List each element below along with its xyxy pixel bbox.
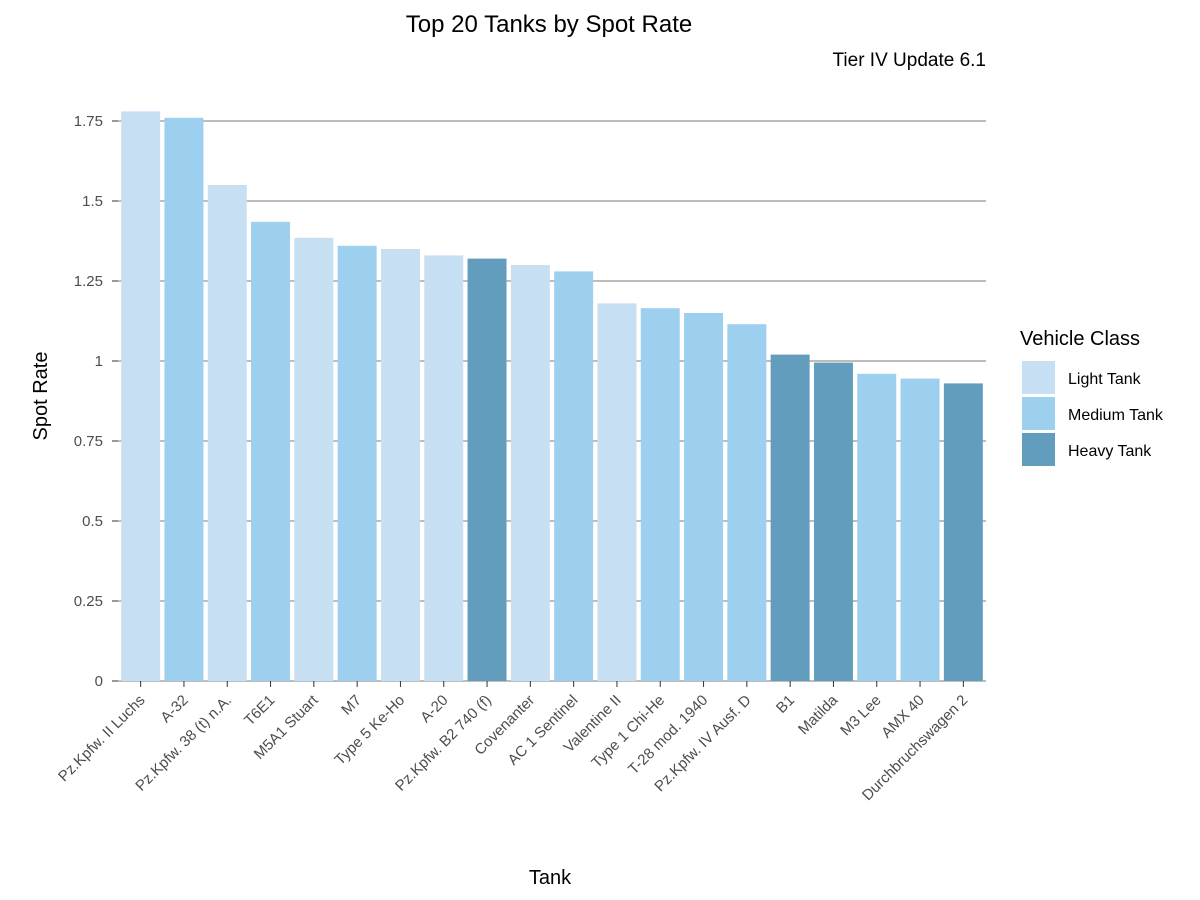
x-tick-label: A-32 [157, 692, 191, 726]
bar [727, 324, 767, 681]
bar [813, 362, 853, 681]
bar [510, 265, 550, 681]
bar [164, 117, 204, 682]
bar [554, 271, 594, 681]
gridlines [118, 120, 986, 682]
bar [380, 249, 420, 681]
y-tick-label: 1 [95, 353, 103, 370]
x-tick-label: Matilda [795, 691, 842, 738]
bar [640, 308, 680, 681]
y-tick-label: 1.75 [74, 113, 103, 130]
y-tick-label: 0 [95, 673, 103, 690]
legend-label: Medium Tank [1068, 407, 1164, 424]
y-tick-label: 1.25 [74, 273, 103, 290]
bar [770, 354, 810, 681]
y-tick-label: 0.75 [74, 433, 103, 450]
bar [943, 383, 983, 681]
bar [900, 378, 940, 681]
bar [121, 111, 161, 681]
bars [121, 111, 983, 682]
chart-title: Top 20 Tanks by Spot Rate [406, 11, 692, 38]
y-tick-label: 0.25 [74, 593, 103, 610]
y-tick-label: 0.5 [82, 513, 103, 530]
bar [684, 313, 724, 681]
bar [294, 237, 334, 682]
bar [207, 185, 247, 681]
legend-title: Vehicle Class [1020, 328, 1140, 350]
chart-subtitle: Tier IV Update 6.1 [833, 50, 986, 71]
y-tick-label: 1.5 [82, 193, 103, 210]
x-tick-label: A-20 [417, 692, 451, 726]
x-tick-label: M3 Lee [837, 692, 884, 739]
x-tick-label: T6E1 [241, 692, 278, 729]
x-axis-title: Tank [529, 867, 572, 889]
bar [424, 255, 464, 681]
x-tick-label: Pz.Kpfw. II Luchs [55, 692, 148, 785]
bar [251, 221, 291, 682]
x-tick-label: B1 [773, 692, 798, 717]
legend: Vehicle Class Light Tank Medium Tank Heavy… [1020, 328, 1164, 466]
bar [467, 258, 507, 681]
bar [597, 303, 637, 681]
legend-label: Light Tank [1068, 371, 1142, 388]
bar [337, 245, 377, 682]
legend-key [1022, 397, 1055, 430]
y-axis-title: Spot Rate [30, 352, 52, 441]
bar [857, 373, 897, 681]
x-tick-label: M7 [338, 692, 365, 719]
legend-key [1022, 433, 1055, 466]
y-axis: 0 0.25 0.5 0.75 1 1.25 1.5 1.75 [74, 113, 118, 690]
legend-key [1022, 361, 1055, 394]
legend-label: Heavy Tank [1068, 443, 1152, 460]
